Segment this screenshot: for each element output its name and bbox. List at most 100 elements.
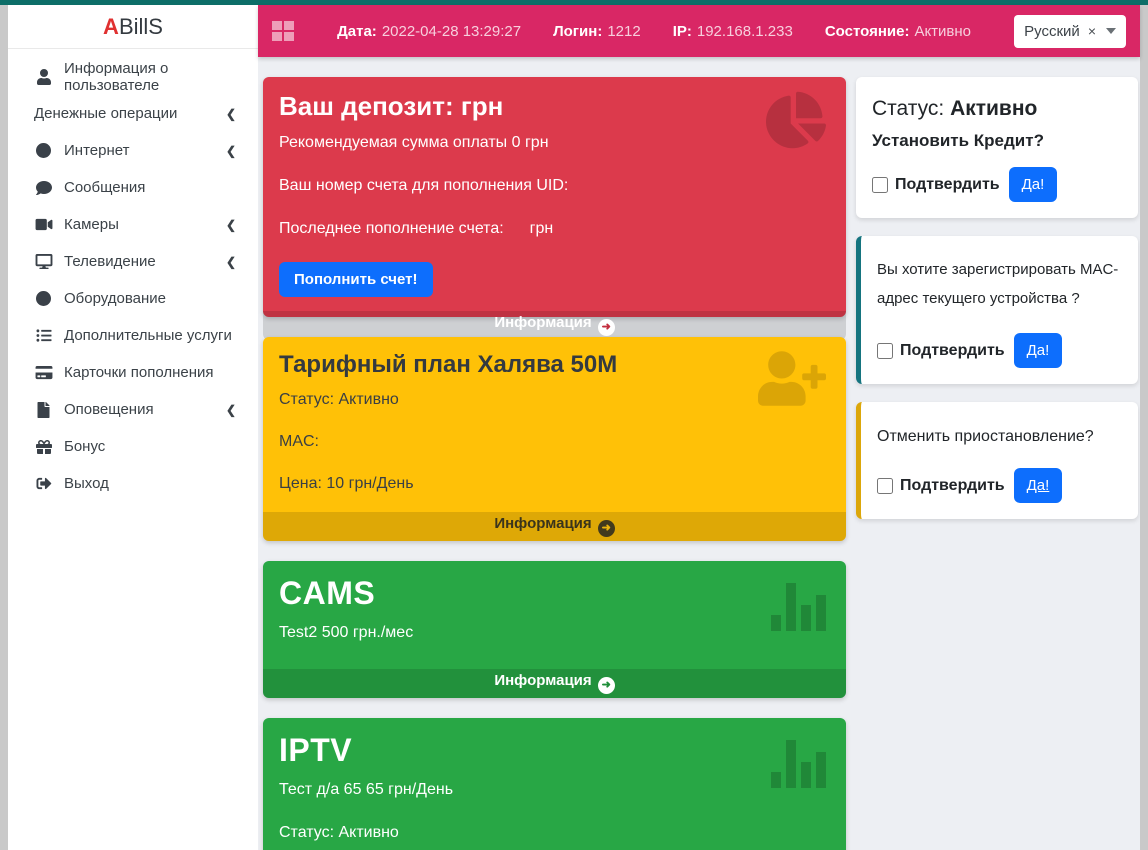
suspend-yes-button[interactable]: Да! <box>1013 468 1063 503</box>
mac-confirm-row: Подтвердить Да! <box>877 333 1122 368</box>
gift-icon <box>34 439 53 455</box>
sidebar-item-messages[interactable]: Сообщения <box>8 169 258 206</box>
credit-confirm-row: Подтвердить Да! <box>872 167 1122 202</box>
state-label: Состояние: <box>824 22 910 40</box>
deposit-info-link[interactable]: Информация <box>263 311 846 340</box>
sidebar-item-label: Камеры <box>64 216 119 233</box>
deposit-card: Ваш депозит: грн Рекомендуемая сумма опл… <box>263 77 846 340</box>
sidebar-item-cameras[interactable]: Камеры <box>8 206 258 243</box>
list-icon <box>34 328 53 343</box>
sidebar-item-logout[interactable]: Выход <box>8 465 258 502</box>
sidebar-item-notifications[interactable]: Оповещения <box>8 391 258 428</box>
topbar-state: Состояние: Активно <box>825 23 971 40</box>
topbar-login: Логин: 1212 <box>553 23 641 40</box>
sidebar-nav: Информация о пользователе Денежные опера… <box>8 49 258 502</box>
credit-yes-button[interactable]: Да! <box>1008 167 1058 202</box>
panels-column: Статус: Активно Установить Кредит? Подтв… <box>856 77 1138 850</box>
cams-card: CAMS Test2 500 грн./мес Информация <box>263 561 846 698</box>
login-label: Логин: <box>553 22 603 40</box>
sidebar-item-user-info[interactable]: Информация о пользователе <box>8 58 258 95</box>
deposit-info-label: Информация <box>494 314 592 331</box>
monitor-icon <box>34 254 53 269</box>
sidebar-item-label: Выход <box>64 475 109 492</box>
sidebar-item-extra-services[interactable]: Дополнительные услуги <box>8 317 258 354</box>
tariff-card: Тарифный план Халява 50М Статус: Активно… <box>263 337 846 541</box>
sidebar-item-label: Информация о пользователе <box>64 59 169 94</box>
logo[interactable]: A BillS <box>8 5 258 49</box>
credit-confirm-label: Подтвердить <box>895 175 1000 193</box>
cams-line: Test2 500 грн./мес <box>279 624 414 641</box>
ip-label: IP: <box>672 22 692 40</box>
sidebar-item-equipment[interactable]: Оборудование <box>8 280 258 317</box>
logo-rest: BillS <box>118 13 163 39</box>
deposit-title: Ваш депозит: грн <box>279 91 504 121</box>
deposit-last-payment-currency: грн <box>529 220 554 237</box>
iptv-status: Статус: Активно <box>279 824 399 841</box>
sidebar-item-money-operations[interactable]: Денежные операции <box>8 95 258 132</box>
app-root: A BillS Информация о пользователе Денежны… <box>0 5 1148 850</box>
language-remove-icon[interactable]: × <box>1087 23 1096 39</box>
suspend-confirm-checkbox[interactable] <box>877 477 893 494</box>
credit-status-value: Активно <box>950 97 1038 120</box>
arrow-circle-right-icon <box>597 677 615 694</box>
sidebar-item-label: Бонус <box>64 438 106 455</box>
bar-chart-icon <box>771 738 826 788</box>
suspend-panel: Отменить приостановление? Подтвердить Да… <box>856 402 1138 519</box>
bar-chart-icon <box>771 581 826 631</box>
cams-card-body: CAMS Test2 500 грн./мес <box>263 561 846 669</box>
chevron-left-icon <box>226 144 236 158</box>
ip-value: 192.168.1.233 <box>696 22 793 40</box>
deposit-account: Ваш номер счета для пополнения UID: <box>279 177 569 194</box>
sidebar-item-label: Денежные операции <box>34 105 178 122</box>
arrow-circle-right-icon <box>597 520 615 537</box>
pie-chart-icon <box>766 91 826 149</box>
state-value: Активно <box>914 22 972 40</box>
topbar-ip: IP: 192.168.1.233 <box>673 23 793 40</box>
date-label: Дата: <box>337 22 377 40</box>
suspend-confirm-row: Подтвердить Да! <box>877 468 1122 503</box>
user-icon <box>34 68 53 85</box>
video-camera-icon <box>34 217 53 232</box>
mac-yes-button[interactable]: Да! <box>1013 333 1063 368</box>
device-icon <box>34 291 53 306</box>
credit-confirm-checkbox[interactable] <box>872 176 888 193</box>
credit-question: Установить Кредит? <box>872 131 1044 150</box>
tariff-info-link[interactable]: Информация <box>263 512 846 541</box>
cards-column: Ваш депозит: грн Рекомендуемая сумма опл… <box>263 77 846 850</box>
mac-confirm-checkbox[interactable] <box>877 342 893 359</box>
cams-info-link[interactable]: Информация <box>263 669 846 698</box>
mac-panel: Вы хотите зарегистрировать MAC-адрес тек… <box>856 236 1138 384</box>
sidebar-item-topup-cards[interactable]: Карточки пополнения <box>8 354 258 391</box>
sidebar-item-bonus[interactable]: Бонус <box>8 428 258 465</box>
language-select[interactable]: Русский × <box>1014 14 1126 48</box>
iptv-card: IPTV Тест д/а 65 65 грн/День Статус: Акт… <box>263 718 846 850</box>
topbar-info: Дата: 2022-04-28 13:29:27 Логин: 1212 IP: 1… <box>294 23 1014 40</box>
sidebar-item-label: Оповещения <box>64 401 154 418</box>
sign-out-icon <box>34 476 53 491</box>
arrow-circle-right-icon <box>597 319 615 336</box>
user-plus-icon <box>758 351 826 406</box>
sidebar-item-label: Интернет <box>64 142 130 159</box>
topup-button[interactable]: Пополнить счет! <box>279 262 433 297</box>
sidebar-item-internet[interactable]: Интернет <box>8 132 258 169</box>
tariff-title: Тарифный план Халява 50М <box>279 351 618 378</box>
tariff-mac: MAC: <box>279 433 319 450</box>
grid-menu-icon[interactable] <box>272 21 294 41</box>
sidebar-item-label: Дополнительные услуги <box>64 327 232 344</box>
chevron-left-icon <box>226 218 236 232</box>
mac-confirm-label: Подтвердить <box>900 341 1005 359</box>
comment-icon <box>34 180 53 196</box>
mac-question: Вы хотите зарегистрировать MAC-адрес тек… <box>877 261 1119 307</box>
tariff-info-label: Информация <box>494 515 592 532</box>
sidebar-item-label: Карточки пополнения <box>64 364 214 381</box>
sidebar-item-television[interactable]: Телевидение <box>8 243 258 280</box>
cams-info-label: Информация <box>494 672 592 689</box>
tariff-status: Статус: Активно <box>279 391 399 408</box>
chevron-down-icon <box>1106 28 1116 34</box>
top-accent-strip <box>0 0 1148 5</box>
iptv-card-body: IPTV Тест д/а 65 65 грн/День Статус: Акт… <box>263 718 846 850</box>
cams-title: CAMS <box>279 575 376 611</box>
logo-accent: A <box>103 13 119 39</box>
iptv-line: Тест д/а 65 65 грн/День <box>279 781 454 798</box>
content: Ваш депозит: грн Рекомендуемая сумма опл… <box>258 57 1140 850</box>
